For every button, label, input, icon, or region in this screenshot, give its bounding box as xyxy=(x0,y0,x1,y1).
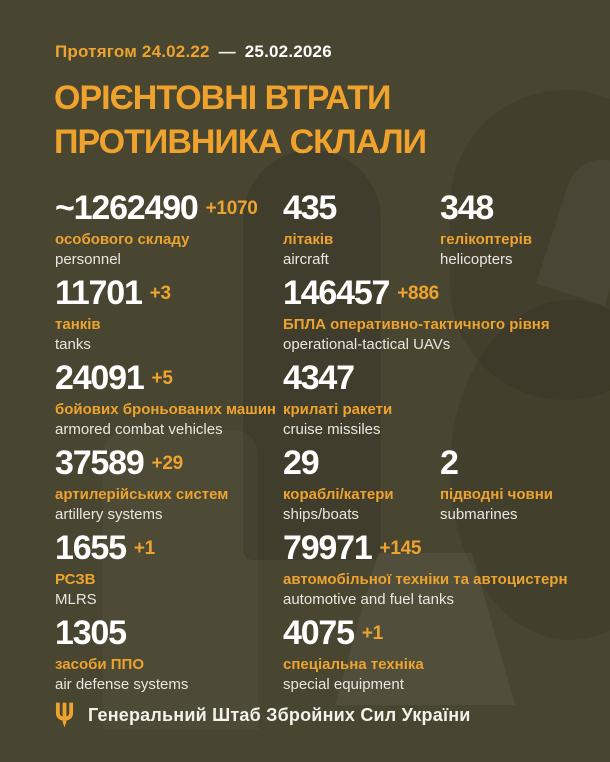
stat-label-ua: БПЛА оперативно-тактичного рівня xyxy=(283,316,550,333)
stats-row-4: 37589 +29 артилерійських систем artillery… xyxy=(55,443,600,528)
report-period: Протягом 24.02.22 — 25.02.2026 xyxy=(55,42,332,62)
footer: Генеральний Штаб Збройних Сил України xyxy=(55,702,471,728)
losses-stats-grid: ~1262490 +1070 особового складу personnel… xyxy=(55,188,600,698)
stat-value: 29 xyxy=(283,444,320,482)
stat-label-en: personnel xyxy=(55,251,121,268)
stat-value: 146457 xyxy=(283,274,390,312)
period-start-label: Протягом 24.02.22 xyxy=(55,42,210,61)
stat-delta: +1070 xyxy=(205,198,258,219)
stat-delta: +1 xyxy=(361,623,383,644)
stat-label-en: special equipment xyxy=(283,676,404,693)
stat-special-equipment: 4075 +1 спеціальна техніка special equipm… xyxy=(283,613,424,695)
page-title-line1: ОРІЄНТОВНІ ВТРАТИ xyxy=(54,79,391,117)
page-title-line2: ПРОТИВНИКА СКЛАЛИ xyxy=(54,123,427,161)
stat-uavs: 146457 +886 БПЛА оперативно-тактичного рі… xyxy=(283,273,550,355)
stat-delta: +886 xyxy=(397,283,439,304)
stat-value: 348 xyxy=(440,189,494,227)
stat-air-defense: 1305 засоби ППО air defense systems xyxy=(55,613,283,695)
stat-delta: +5 xyxy=(151,368,173,389)
period-current-date: 25.02.2026 xyxy=(244,42,332,61)
stat-label-ua: автомобільної техніки та автоцистерн xyxy=(283,571,568,588)
stat-value: 24091 xyxy=(55,359,145,397)
stat-label-ua: артилерійських систем xyxy=(55,486,229,503)
organization-name: Генеральний Штаб Збройних Сил України xyxy=(88,704,471,725)
stat-value: 79971 xyxy=(283,529,373,567)
stat-value: 4347 xyxy=(283,359,355,397)
stat-label-en: helicopters xyxy=(440,251,513,268)
stat-value: 1305 xyxy=(55,614,127,652)
stats-row-5: 1655 +1 РСЗВ MLRS 79971 +145 автомобільної… xyxy=(55,528,600,613)
stat-label-en: MLRS xyxy=(55,591,97,608)
stat-mlrs: 1655 +1 РСЗВ MLRS xyxy=(55,528,283,610)
stat-delta: +29 xyxy=(151,453,184,474)
stat-value: 11701 xyxy=(55,274,143,312)
page-title: ОРІЄНТОВНІ ВТРАТИ ПРОТИВНИКА СКЛАЛИ xyxy=(54,76,427,164)
stats-row-6: 1305 засоби ППО air defense systems 4075… xyxy=(55,613,600,698)
stat-cruise-missiles: 4347 крилаті ракети cruise missiles xyxy=(283,358,392,440)
stat-label-ua: танків xyxy=(55,316,101,333)
stat-personnel: ~1262490 +1070 особового складу personnel xyxy=(55,188,283,270)
stat-label-ua: літаків xyxy=(283,231,334,248)
stat-label-en: submarines xyxy=(440,506,518,523)
stat-label-ua: підводні човни xyxy=(440,486,554,503)
background-trident-center-prong xyxy=(243,150,381,560)
stat-label-ua: засоби ППО xyxy=(55,656,144,673)
stat-label-en: automotive and fuel tanks xyxy=(283,591,454,608)
tryzub-trident-icon xyxy=(55,702,74,728)
stat-value: 2 xyxy=(440,444,459,482)
stat-artillery: 37589 +29 артилерійських систем artillery… xyxy=(55,443,283,525)
stat-helicopters: 348 гелікоптерів helicopters xyxy=(440,188,532,270)
stat-tanks: 11701 +3 танків tanks xyxy=(55,273,283,355)
stat-submarines: 2 підводні човни submarines xyxy=(440,443,553,525)
stat-value: 37589 xyxy=(55,444,145,482)
background-silhouette-right-upper xyxy=(450,90,610,400)
stat-label-ua: крилаті ракети xyxy=(283,401,393,418)
stat-label-en: ships/boats xyxy=(283,506,359,523)
stat-value: 4075 xyxy=(283,614,355,652)
stat-label-en: artillery systems xyxy=(55,506,163,523)
stat-label-ua: особового складу xyxy=(55,231,190,248)
stat-delta: +1 xyxy=(133,538,155,559)
stat-value: 435 xyxy=(283,189,337,227)
stat-label-ua: РСЗВ xyxy=(55,571,96,588)
stat-delta: +145 xyxy=(379,538,422,559)
stat-label-ua: спеціальна техніка xyxy=(283,656,424,673)
stats-row-3: 24091 +5 бойових броньованих машин armore… xyxy=(55,358,600,443)
stat-label-ua: кораблі/катери xyxy=(283,486,394,503)
stat-automotive: 79971 +145 автомобільної техніки та автоц… xyxy=(283,528,568,610)
stat-label-en: armored combat vehicles xyxy=(55,421,223,438)
stats-row-1: ~1262490 +1070 особового складу personnel… xyxy=(55,188,600,273)
stats-row-2: 11701 +3 танків tanks 146457 +886 БПЛА опе… xyxy=(55,273,600,358)
stat-value: ~1262490 xyxy=(55,189,199,227)
stat-label-en: tanks xyxy=(55,336,91,353)
stat-armored-vehicles: 24091 +5 бойових броньованих машин armore… xyxy=(55,358,283,440)
stat-label-en: air defense systems xyxy=(55,676,189,693)
stat-label-en: cruise missiles xyxy=(283,421,381,438)
stat-delta: +3 xyxy=(149,283,171,304)
stat-ships: 29 кораблі/катери ships/boats xyxy=(283,443,440,525)
period-separator: — xyxy=(218,42,236,61)
stat-value: 1655 xyxy=(55,529,127,567)
stat-label-ua: бойових броньованих машин xyxy=(55,401,276,418)
stat-label-en: operational-tactical UAVs xyxy=(283,336,451,353)
stat-label-en: aircraft xyxy=(283,251,329,268)
stat-label-ua: гелікоптерів xyxy=(440,231,533,248)
stat-aircraft: 435 літаків aircraft xyxy=(283,188,440,270)
